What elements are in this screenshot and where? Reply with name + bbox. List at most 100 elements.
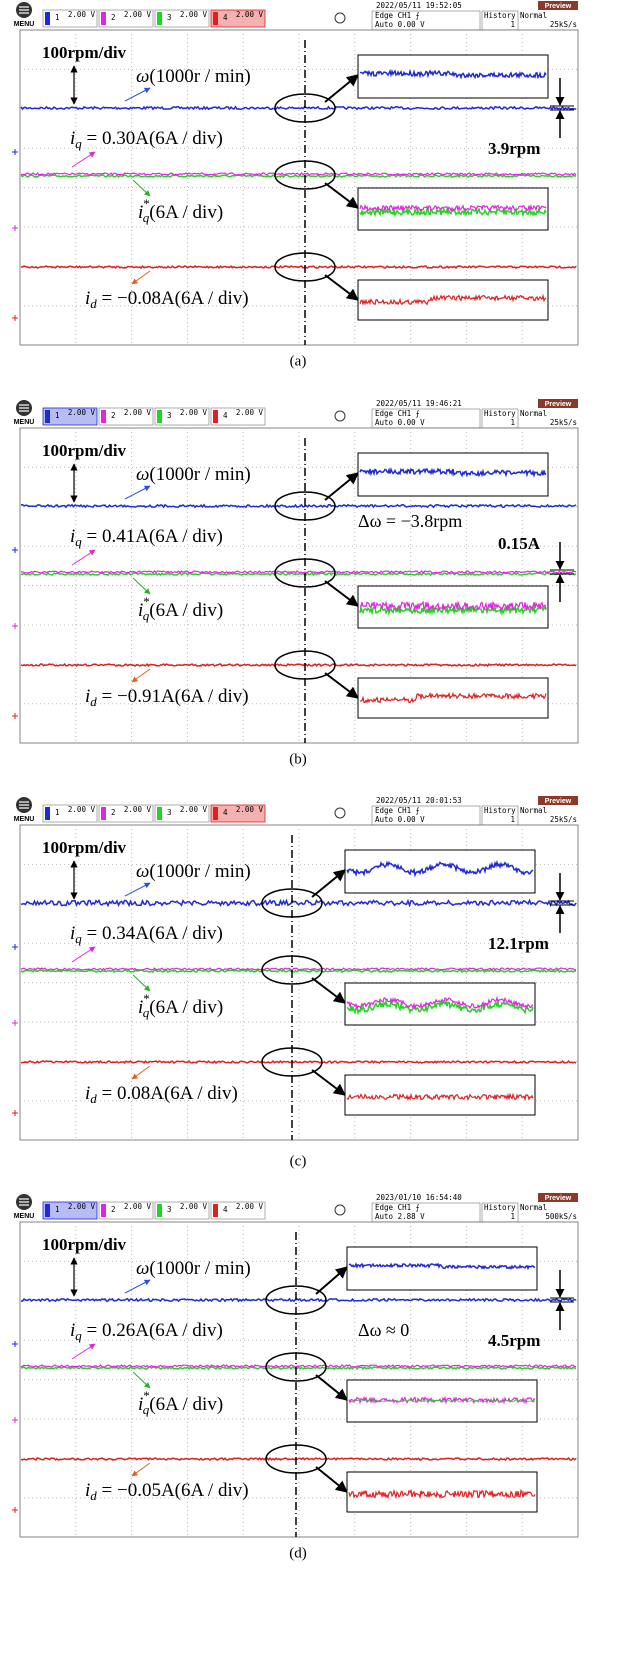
panel-caption: (a) xyxy=(290,353,307,369)
step-note: 0.15A xyxy=(498,534,541,553)
panel-caption: (d) xyxy=(289,1545,307,1561)
iq-value: = 0.26A(6A / div) xyxy=(82,1320,223,1341)
channel-swatch xyxy=(101,12,106,25)
channel-swatch xyxy=(157,12,162,25)
sample-rate: 25kS/s xyxy=(550,418,577,427)
mode-label: Normal xyxy=(520,11,547,20)
omega-symbol: ω xyxy=(136,66,149,87)
zoom-icon xyxy=(335,1205,345,1215)
sample-rate: 25kS/s xyxy=(550,815,577,824)
delta-note: Δω ≈ 0 xyxy=(358,1320,409,1340)
channel-volts: 2.00 V xyxy=(236,10,264,19)
id-label: id = −0.91A(6A / div) xyxy=(85,686,249,709)
omega-text: (1000r / min) xyxy=(149,464,250,485)
timestamp: 2022/05/11 19:46:21 xyxy=(376,399,462,408)
figure: MENU 1 2.00 V 2 2.00 V 3 2.00 V 4 2.00 V 2022/05/… xyxy=(0,0,626,1667)
mode-label: Normal xyxy=(520,409,547,418)
channel-volts: 2.00 V xyxy=(124,408,152,417)
channel-marker xyxy=(12,315,18,321)
scale-label: 100rpm/div xyxy=(42,1235,127,1254)
iq-value: = 0.41A(6A / div) xyxy=(82,526,223,547)
trigger-level: Auto 2.88 V xyxy=(375,1212,425,1221)
preview-label: Preview xyxy=(545,1195,572,1202)
channel-marker xyxy=(12,1341,18,1347)
omega-text: (1000r / min) xyxy=(149,861,250,882)
zoom-icon xyxy=(335,411,345,421)
channel-swatch xyxy=(157,410,162,423)
step-note: 4.5rpm xyxy=(488,1331,540,1350)
history-label: History xyxy=(484,806,516,815)
id-label: id = 0.08A(6A / div) xyxy=(85,1083,238,1106)
iq-value: = 0.34A(6A / div) xyxy=(82,923,223,944)
scope-panel: MENU12.00 V22.00 V32.00 V42.00 V2023/01/… xyxy=(12,1193,578,1561)
channel-volts: 2.00 V xyxy=(124,10,152,19)
preview-label: Preview xyxy=(545,3,572,10)
channel-volts: 2.00 V xyxy=(68,10,96,19)
channel-swatch xyxy=(45,12,50,25)
channel-swatch xyxy=(213,12,218,25)
channel-number: 2 xyxy=(111,13,116,22)
channel-swatch xyxy=(45,410,50,423)
sample-rate: 500kS/s xyxy=(545,1212,577,1221)
scale-label: 100rpm/div xyxy=(42,43,127,62)
channel-swatch xyxy=(213,1204,218,1217)
scale-label: 100rpm/div xyxy=(42,838,127,857)
id-label: id = −0.05A(6A / div) xyxy=(85,1480,249,1503)
channel-volts: 2.00 V xyxy=(180,10,208,19)
id-value: = −0.08A(6A / div) xyxy=(97,288,249,309)
panel-caption: (b) xyxy=(289,751,307,767)
channel-marker xyxy=(12,1507,18,1513)
channel-number: 1 xyxy=(55,808,60,817)
iqref-text: (6A / div) xyxy=(149,600,223,621)
omega-label: ω(1000r / min) xyxy=(136,464,251,485)
omega-label: ω(1000r / min) xyxy=(136,66,251,87)
menu-label: MENU xyxy=(14,21,35,28)
history-label: History xyxy=(484,409,516,418)
zoom-box xyxy=(358,280,548,320)
channel-volts: 2.00 V xyxy=(236,805,264,814)
id-label: id = −0.08A(6A / div) xyxy=(85,288,249,311)
omega-label: ω(1000r / min) xyxy=(136,1258,251,1279)
panel-caption: (c) xyxy=(290,1153,307,1169)
history-label: History xyxy=(484,11,516,20)
channel-number: 2 xyxy=(111,808,116,817)
trigger-level: Auto 0.00 V xyxy=(375,815,425,824)
zoom-icon xyxy=(335,13,345,23)
zoom-icon xyxy=(335,808,345,818)
channel-marker xyxy=(12,547,18,553)
channel-marker xyxy=(12,225,18,231)
channel-swatch xyxy=(157,807,162,820)
menu-label: MENU xyxy=(14,1213,35,1220)
channel-volts: 2.00 V xyxy=(68,1202,96,1211)
channel-marker xyxy=(12,713,18,719)
history-count: 1 xyxy=(510,20,515,29)
omega-text: (1000r / min) xyxy=(149,66,250,87)
omega-symbol: ω xyxy=(136,464,149,485)
channel-swatch xyxy=(45,807,50,820)
channel-swatch xyxy=(213,410,218,423)
id-value: = 0.08A(6A / div) xyxy=(97,1083,238,1104)
history-count: 1 xyxy=(510,418,515,427)
timestamp: 2022/05/11 20:01:53 xyxy=(376,796,462,805)
history-label: History xyxy=(484,1203,516,1212)
channel-number: 3 xyxy=(167,808,172,817)
id-value: = −0.05A(6A / div) xyxy=(97,1480,249,1501)
channel-volts: 2.00 V xyxy=(180,805,208,814)
channel-volts: 2.00 V xyxy=(124,805,152,814)
channel-volts: 2.00 V xyxy=(236,1202,264,1211)
iq-value: = 0.30A(6A / div) xyxy=(82,128,223,149)
timestamp: 2022/05/11 19:52:05 xyxy=(376,1,462,10)
channel-volts: 2.00 V xyxy=(236,408,264,417)
channel-number: 4 xyxy=(223,808,228,817)
trigger: Edge CH1 ⨍ xyxy=(375,1203,420,1212)
iq-label: iq = 0.34A(6A / div) xyxy=(70,923,223,946)
channel-marker xyxy=(12,944,18,950)
zoom-box xyxy=(345,850,535,893)
iqref-text: (6A / div) xyxy=(149,997,223,1018)
zoom-box xyxy=(358,453,548,496)
channel-swatch xyxy=(157,1204,162,1217)
menu-label: MENU xyxy=(14,816,35,823)
channel-number: 4 xyxy=(223,411,228,420)
iq-label: iq = 0.41A(6A / div) xyxy=(70,526,223,549)
